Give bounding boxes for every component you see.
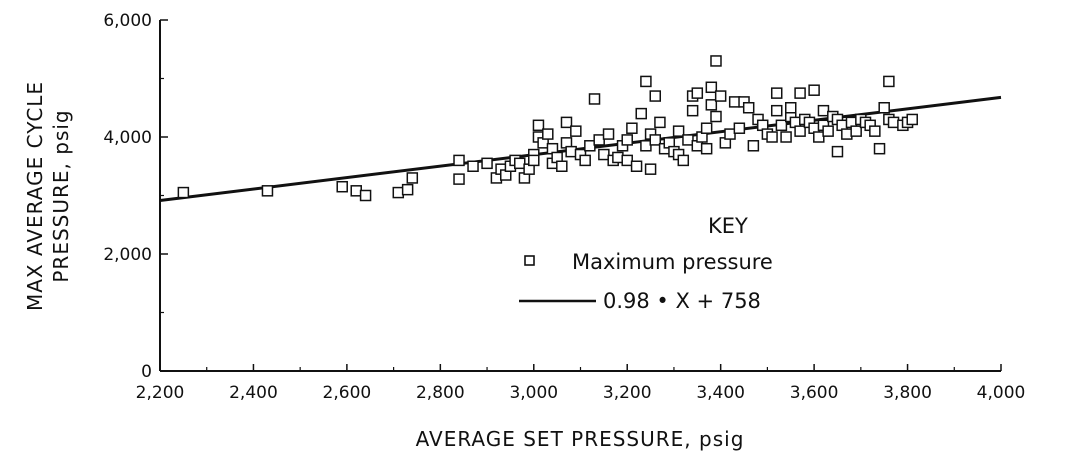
x-tick-label: 3,600 — [790, 383, 839, 403]
x-axis-title: AVERAGE SET PRESSURE, psig — [416, 427, 745, 451]
data-point — [359, 189, 372, 202]
data-point — [261, 185, 274, 197]
data-point — [621, 154, 633, 167]
data-point — [770, 104, 783, 117]
data-point — [602, 128, 615, 140]
data-point — [584, 140, 596, 152]
data-point — [635, 107, 647, 120]
legend-label-fit-equation: 0.98 • X + 758 — [603, 289, 761, 313]
data-point — [177, 186, 190, 199]
data-point — [640, 140, 652, 152]
data-point — [649, 134, 662, 146]
data-point — [528, 154, 540, 167]
data-point — [710, 55, 722, 67]
data-point — [556, 160, 568, 172]
data-point — [747, 140, 760, 152]
data-point — [775, 119, 788, 132]
data-point — [621, 134, 633, 146]
data-point — [822, 125, 834, 137]
data-point — [640, 75, 652, 88]
legend-square-marker — [524, 255, 535, 266]
y-axis-title-line1: MAX AVERAGE CYCLE — [23, 81, 47, 311]
data-point — [883, 75, 895, 88]
data-point — [705, 81, 718, 94]
y-tick-label: 0 — [141, 362, 152, 382]
x-tick-label: 2,200 — [136, 383, 185, 403]
y-axis-title-line2: PRESSURE, psig — [49, 109, 73, 282]
data-point — [869, 125, 881, 137]
y-tick-label: 2,000 — [103, 245, 152, 265]
x-tick-label: 3,400 — [696, 383, 745, 403]
data-point — [481, 157, 493, 170]
data-point — [742, 102, 755, 114]
data-point — [850, 125, 862, 137]
data-point — [612, 151, 624, 164]
data-point — [794, 125, 806, 137]
data-point — [770, 87, 783, 99]
data-point — [392, 186, 405, 199]
data-point — [401, 183, 414, 196]
y-tick-label: 6,000 — [103, 11, 152, 31]
data-point — [593, 134, 605, 146]
data-point — [785, 102, 797, 114]
data-point — [705, 99, 718, 111]
x-tick-label: 4,000 — [977, 383, 1026, 403]
x-tick-label: 2,600 — [323, 383, 372, 403]
data-point — [570, 125, 582, 137]
data-point — [588, 93, 601, 105]
data-point — [906, 113, 918, 126]
data-point — [724, 128, 736, 140]
data-point — [808, 84, 820, 96]
data-point — [453, 173, 465, 185]
data-point — [350, 185, 362, 197]
data-point — [682, 134, 694, 146]
data-point — [677, 154, 690, 167]
data-point — [654, 116, 666, 129]
data-point — [873, 142, 886, 155]
data-point — [514, 157, 526, 170]
data-point — [532, 119, 545, 132]
data-point — [672, 125, 685, 137]
data-point — [453, 154, 465, 167]
data-point — [714, 90, 727, 102]
data-point — [878, 102, 890, 114]
data-point — [630, 160, 643, 172]
data-point — [686, 104, 699, 117]
data-point — [887, 116, 900, 129]
data-point — [831, 145, 844, 158]
y-tick-label: 4,000 — [103, 128, 152, 148]
data-point — [710, 110, 722, 123]
data-point — [813, 131, 825, 143]
data-point — [644, 163, 657, 175]
data-point — [406, 172, 419, 184]
data-point — [766, 131, 778, 143]
x-tick-label: 3,000 — [509, 383, 558, 403]
data-point — [579, 154, 591, 167]
data-point — [794, 87, 806, 99]
data-point — [649, 90, 662, 102]
data-point — [817, 104, 830, 117]
data-point — [542, 128, 554, 140]
data-point — [560, 116, 573, 129]
data-point — [691, 87, 704, 99]
legend: KEY Maximum pressure 0.98 • X + 758 — [519, 214, 773, 313]
legend-label-maximum-pressure: Maximum pressure — [572, 250, 773, 274]
data-point — [841, 128, 853, 140]
data-point — [467, 160, 479, 172]
data-point — [598, 148, 610, 161]
data-point — [336, 180, 348, 193]
data-point — [565, 145, 577, 158]
data-point — [780, 131, 792, 143]
data-point — [728, 96, 741, 108]
x-tick-label: 2,400 — [229, 383, 278, 403]
x-tick-label: 3,200 — [603, 383, 652, 403]
data-point — [626, 122, 638, 134]
x-tick-label: 2,800 — [416, 383, 465, 403]
x-tick-label: 3,800 — [883, 383, 932, 403]
legend-title: KEY — [708, 214, 748, 238]
data-point — [733, 122, 746, 134]
data-point — [700, 142, 713, 155]
data-point — [700, 122, 713, 134]
